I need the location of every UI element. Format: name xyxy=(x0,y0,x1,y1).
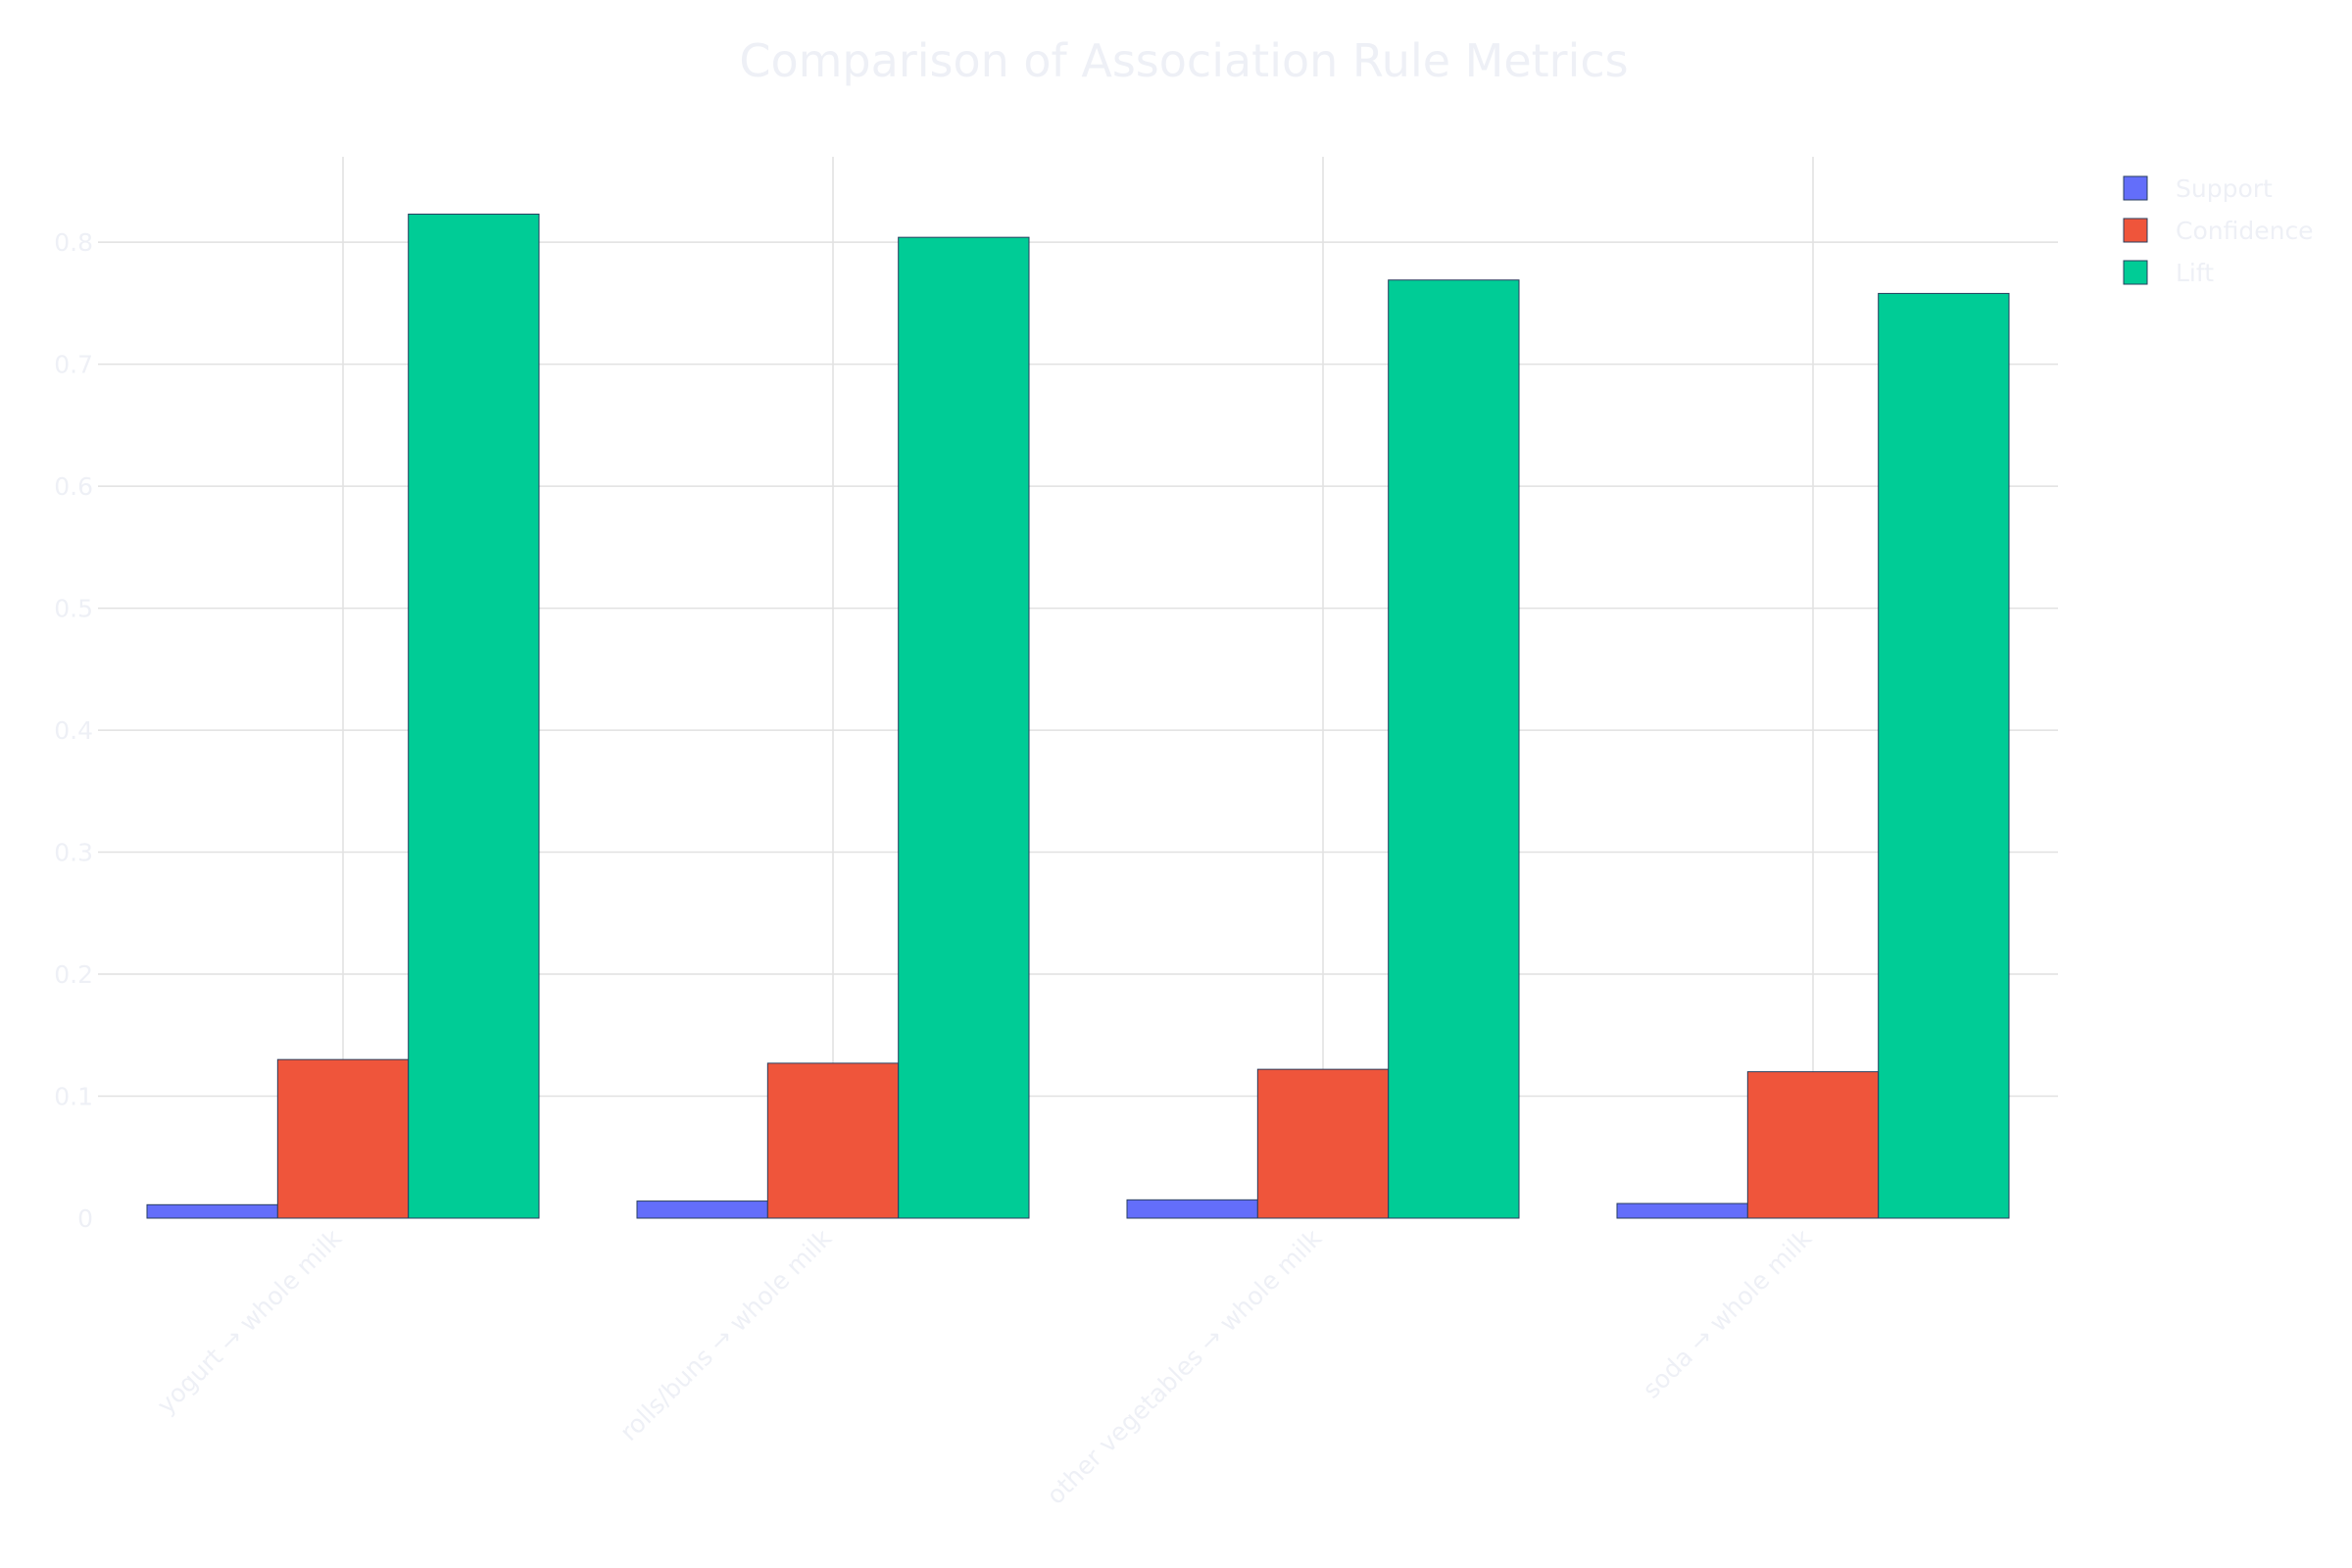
bar-support[interactable] xyxy=(636,1200,768,1219)
grid-lines xyxy=(98,157,2058,1218)
chart-title: Comparison of Association Rule Metrics xyxy=(739,34,1628,87)
y-tick-label: 0.1 xyxy=(54,1083,93,1111)
bar-lift[interactable] xyxy=(1388,279,1520,1219)
y-tick-label: 0 xyxy=(77,1204,93,1233)
bar-lift[interactable] xyxy=(898,236,1030,1219)
bars xyxy=(146,214,2010,1219)
legend-swatch xyxy=(2123,175,2148,201)
bar-support[interactable] xyxy=(1616,1202,1748,1219)
bar-confidence[interactable] xyxy=(766,1062,900,1219)
x-tick-label: yogurt → whole milk xyxy=(152,1223,348,1419)
bar-support[interactable] xyxy=(146,1203,278,1219)
y-tick-label: 0.5 xyxy=(54,595,93,623)
legend-label: Support xyxy=(2176,174,2273,203)
x-axis-tick-labels: yogurt → whole milk rolls/buns → whole mi… xyxy=(152,1223,1818,1509)
y-tick-label: 0.3 xyxy=(54,839,93,867)
bar-lift[interactable] xyxy=(1878,292,2010,1219)
legend-label: Lift xyxy=(2176,259,2214,287)
x-tick-label: other vegetables → whole milk xyxy=(1041,1223,1327,1509)
legend-swatch xyxy=(2123,218,2148,243)
y-tick-label: 0.2 xyxy=(54,960,93,989)
y-tick-label: 0.6 xyxy=(54,472,93,501)
legend-item-lift[interactable]: Lift xyxy=(2123,259,2214,287)
bar-support[interactable] xyxy=(1126,1199,1258,1219)
bar-confidence[interactable] xyxy=(276,1058,410,1219)
x-tick-label: rolls/buns → whole milk xyxy=(614,1223,838,1446)
legend-item-confidence[interactable]: Confidence xyxy=(2123,217,2314,245)
legend-label: Confidence xyxy=(2176,217,2314,245)
x-tick-label: soda → whole milk xyxy=(1637,1223,1817,1403)
bar-confidence[interactable] xyxy=(1256,1068,1390,1219)
bar-confidence[interactable] xyxy=(1746,1071,1880,1219)
bar-lift[interactable] xyxy=(408,214,540,1219)
y-tick-label: 0.4 xyxy=(54,716,93,745)
y-axis-tick-labels: 0 0.1 0.2 0.3 0.4 0.5 0.6 0.7 0.8 xyxy=(54,228,93,1233)
legend[interactable]: Support Confidence Lift xyxy=(2123,174,2314,287)
legend-swatch xyxy=(2123,260,2148,285)
y-tick-label: 0.8 xyxy=(54,228,93,257)
legend-item-support[interactable]: Support xyxy=(2123,174,2273,203)
y-tick-label: 0.7 xyxy=(54,351,93,379)
